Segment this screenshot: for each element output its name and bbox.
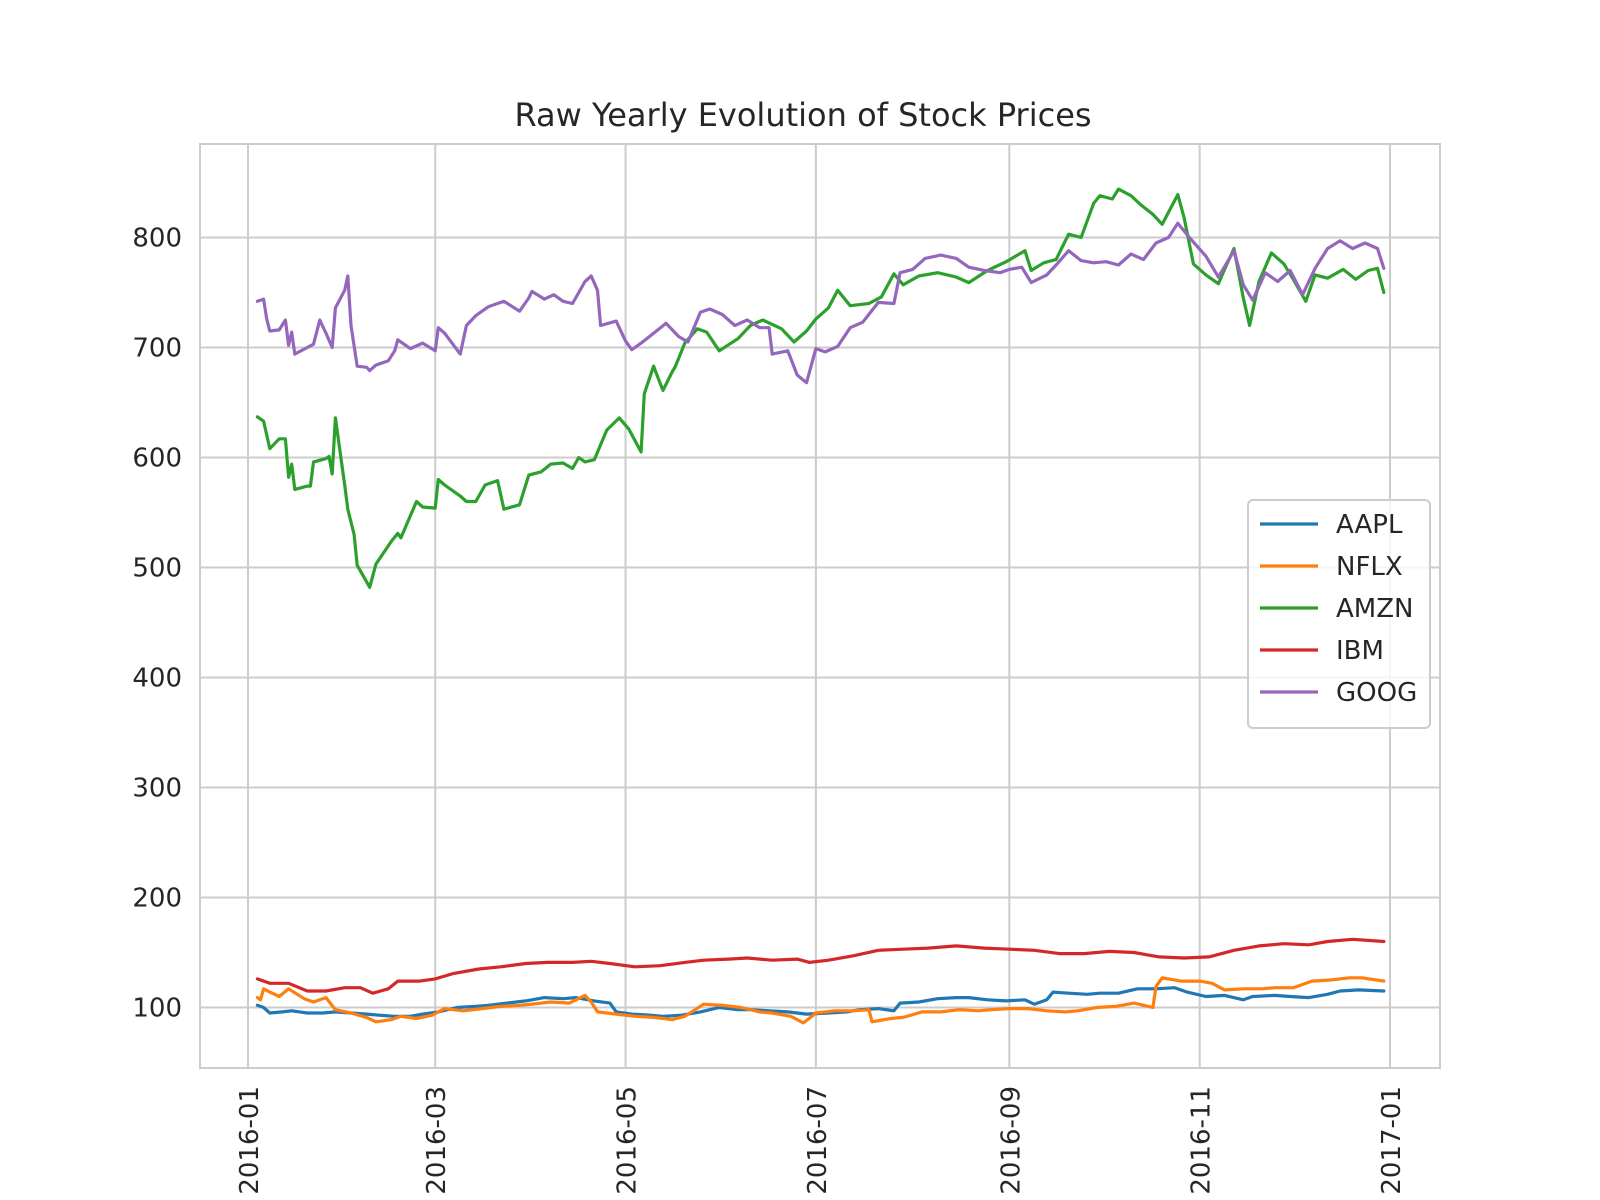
legend-label: IBM	[1336, 636, 1384, 666]
x-tick-label: 2016-01	[235, 1086, 265, 1195]
series-line-amzn	[255, 187, 1386, 589]
legend-label: GOOG	[1336, 678, 1417, 708]
x-axis-ticks: 2016-01 2016-03 2016-05 2016-07 2016-09 2016-…	[235, 1086, 1407, 1195]
y-tick-label: 800	[132, 224, 182, 254]
y-tick-label: 700	[132, 334, 182, 364]
x-tick-label: 2016-07	[803, 1086, 833, 1195]
y-tick-label: 100	[132, 994, 182, 1024]
legend: AAPL NFLX AMZN IBM GOOG	[1247, 499, 1431, 729]
y-tick-label: 500	[132, 554, 182, 584]
x-tick-label: 2016-03	[422, 1086, 452, 1195]
y-tick-label: 200	[132, 884, 182, 914]
y-axis-ticks: 100 200 300 400 500 600 700 800	[132, 224, 182, 1024]
x-tick-label: 2016-11	[1187, 1086, 1217, 1195]
series-line-goog	[255, 221, 1386, 385]
series-line-ibm	[255, 937, 1386, 995]
series-lines	[255, 187, 1386, 1025]
legend-label: AAPL	[1336, 510, 1403, 540]
legend-box	[1247, 499, 1431, 729]
y-tick-label: 600	[132, 444, 182, 474]
x-tick-label: 2016-05	[613, 1086, 643, 1195]
grid-lines	[200, 144, 1440, 1068]
x-tick-label: 2016-09	[996, 1086, 1026, 1195]
plot-frame	[199, 143, 1441, 1069]
legend-label: AMZN	[1336, 594, 1413, 624]
y-tick-label: 300	[132, 774, 182, 804]
chart-title: Raw Yearly Evolution of Stock Prices	[514, 96, 1091, 134]
x-tick-label: 2017-01	[1377, 1086, 1407, 1195]
y-tick-label: 400	[132, 664, 182, 694]
series-line-nflx	[255, 976, 1386, 1025]
legend-label: NFLX	[1336, 552, 1403, 582]
